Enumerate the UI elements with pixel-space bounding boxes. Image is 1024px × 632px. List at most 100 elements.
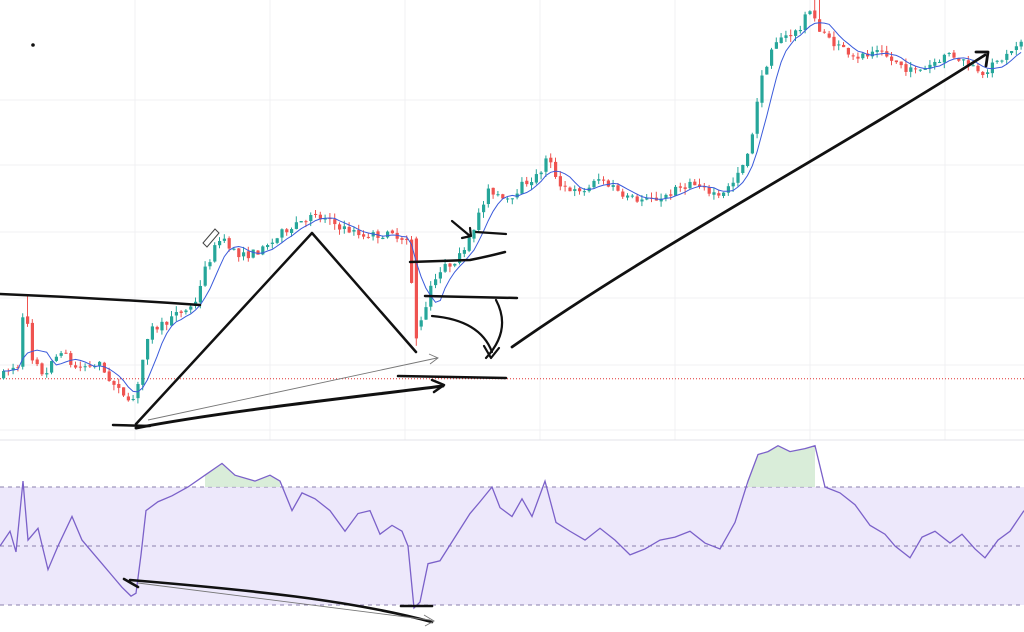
candle-122 (587, 184, 591, 193)
candle-14 (69, 350, 73, 368)
candle-162 (779, 33, 783, 44)
candle-body (165, 321, 169, 325)
candle-body (645, 198, 649, 200)
candle-137 (659, 193, 663, 207)
candle-body (208, 262, 212, 267)
candle-194 (933, 58, 937, 70)
candle-body (395, 232, 399, 239)
candle-65 (314, 210, 318, 218)
candle-body (357, 229, 361, 236)
candle-57 (275, 237, 279, 245)
candle-190 (914, 66, 918, 74)
candle-50 (242, 246, 246, 261)
candle-37 (179, 309, 183, 318)
candle-body (693, 181, 697, 186)
candle-body (59, 353, 63, 356)
candle-body (232, 248, 236, 250)
candle-body (736, 172, 740, 183)
candle-body (813, 10, 817, 19)
candle-125 (602, 176, 606, 185)
candle-body (798, 29, 802, 32)
candle-195 (938, 59, 942, 64)
candle-body (861, 53, 865, 59)
candle-body (390, 230, 394, 234)
candle-154 (741, 164, 745, 175)
candle-59 (285, 228, 289, 236)
candle-body (352, 230, 356, 232)
candle-body (26, 316, 30, 324)
candle-body (261, 246, 265, 255)
candle-body (803, 14, 807, 31)
retest-arrow-left (430, 314, 501, 360)
candle-body (818, 19, 822, 32)
candle-49 (237, 247, 241, 262)
candle-101 (486, 184, 490, 208)
candle-186 (894, 60, 898, 64)
candle-body (496, 194, 500, 196)
candle-52 (251, 249, 255, 259)
candle-1 (6, 368, 10, 376)
candle-body (299, 221, 303, 223)
candle-body (213, 245, 217, 262)
candle-158 (760, 70, 764, 108)
candle-body (338, 224, 342, 230)
candle-98 (472, 229, 476, 243)
candle-body (578, 188, 582, 192)
candle-body (362, 234, 366, 237)
candle-body (1019, 41, 1023, 47)
candle-body (966, 60, 970, 67)
candle-41 (198, 280, 202, 309)
candle-body (558, 176, 562, 187)
candle-body (40, 363, 44, 375)
candle-body (30, 322, 34, 361)
candle-46 (222, 234, 226, 244)
candle-8 (40, 362, 44, 377)
candle-33 (160, 317, 164, 335)
candle-45 (218, 237, 222, 249)
candle-body (443, 264, 447, 272)
candle-152 (731, 177, 735, 192)
candle-body (424, 307, 428, 320)
candle-113 (544, 155, 548, 177)
candle-209 (1005, 49, 1009, 65)
candle-105 (506, 197, 510, 203)
candle-body (280, 229, 284, 238)
candle-7 (35, 357, 39, 367)
candle-body (366, 236, 370, 238)
candle-173 (832, 31, 836, 51)
candle-body (2, 370, 6, 379)
candle-body (674, 186, 678, 196)
candle-17 (83, 363, 87, 372)
candle-body (918, 69, 922, 71)
candle-body (712, 192, 716, 195)
candle-body (554, 161, 558, 177)
candle-138 (664, 193, 668, 202)
candle-115 (554, 157, 558, 179)
candle-body (486, 188, 490, 205)
candle-body (750, 134, 754, 154)
candle-body (1010, 51, 1014, 54)
candle-body (837, 44, 841, 46)
candle-135 (650, 192, 654, 203)
candle-body (35, 359, 39, 365)
candle-151 (726, 183, 730, 196)
candle-body (597, 179, 601, 181)
candle-177 (851, 53, 855, 61)
candle-body (952, 52, 956, 58)
candle-body (664, 194, 668, 199)
candle-11 (54, 354, 58, 363)
candle-212 (1019, 39, 1023, 50)
candle-body (880, 50, 884, 52)
candle-body (501, 194, 505, 199)
candle-2 (11, 363, 15, 375)
candle-32 (155, 325, 159, 333)
moving-average-line (3, 22, 1022, 393)
candle-body (928, 64, 932, 69)
candle-143 (688, 178, 692, 190)
candle-body (976, 65, 980, 72)
candle-163 (784, 30, 788, 42)
candle-body (856, 56, 860, 59)
candle-body (894, 60, 898, 63)
candle-body (405, 238, 409, 241)
candle-body (102, 362, 106, 373)
